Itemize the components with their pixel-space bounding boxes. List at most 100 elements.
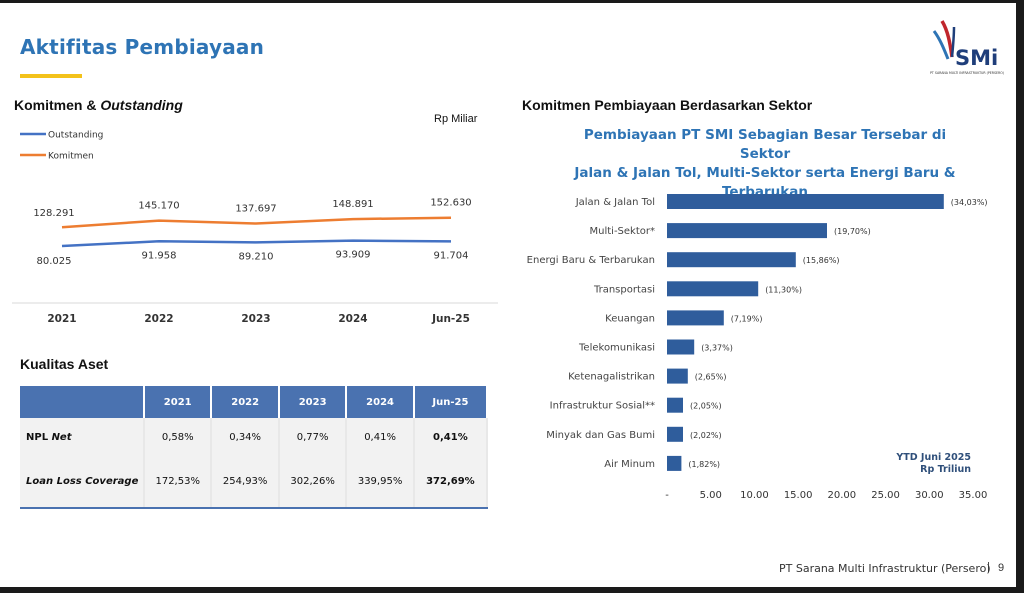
x-tick-3: 15.00 — [784, 490, 813, 501]
bar-data-label-4: (7,19%) — [731, 314, 763, 323]
footer-separator: | — [987, 561, 990, 573]
table-header-2021: 2021 — [144, 386, 213, 418]
bar-2 — [667, 252, 796, 268]
bar-data-label-7: (2,05%) — [690, 402, 722, 411]
x-tick-7: 35.00 — [959, 490, 988, 501]
row-label-npl: NPL Net — [20, 418, 145, 456]
bar-7 — [667, 397, 683, 413]
data-label-1-3: 148.891 — [332, 199, 373, 210]
table-header-jun25: Jun-25 — [413, 386, 489, 418]
ytd-note: YTD Juni 2025 Rp Triliun — [880, 452, 971, 476]
table-header-2023: 2023 — [278, 386, 348, 418]
table-cell: 254,93% — [211, 456, 280, 509]
legend-label-1: Komitmen — [48, 152, 94, 162]
table-cell: 372,69% — [413, 456, 489, 509]
logo-swoosh-blue — [932, 30, 950, 60]
bar-9 — [667, 455, 682, 471]
category-label-9: Air Minum — [604, 459, 655, 470]
x-tick-4: 20.00 — [828, 490, 857, 501]
legend-label-0: Outstanding — [48, 131, 103, 141]
table-cell: 0,41% — [413, 418, 489, 456]
bar-data-label-8: (2,02%) — [690, 431, 722, 440]
category-label-2: Energi Baru & Terbarukan — [527, 255, 655, 266]
x-tick-1: 5.00 — [700, 490, 722, 501]
unit-label: Rp Miliar — [434, 113, 478, 125]
ytd-note-line1: YTD Juni 2025 — [896, 452, 971, 463]
bar-0 — [667, 194, 944, 209]
category-label-0: Jalan & Jalan Tol — [575, 197, 655, 208]
bar-4 — [667, 310, 724, 326]
smi-logo: SMi PT SARANA MULTI INFRASTRUKTUR (PERSE… — [930, 20, 1004, 75]
ytd-note-line2: Rp Triliun — [920, 464, 971, 475]
asset-quality-table: 2021 2022 2023 2024 Jun-25 NPL Net 0,58%… — [20, 386, 489, 509]
subtitle-line-1: Pembiayaan PT SMI Sebagian Besar Terseba… — [583, 127, 947, 162]
line-chart: Outstanding Komitmen 80.025 91.958 89.210 93… — [12, 131, 498, 325]
table-cell: 172,53% — [144, 456, 213, 509]
data-label-0-3: 93.909 — [336, 250, 371, 261]
data-label-1-4: 152.630 — [430, 198, 471, 209]
category-label-5: Telekomunikasi — [578, 343, 655, 354]
bar-x-ticks: - 5.00 10.00 15.00 20.00 25.00 30.00 35.00 — [665, 490, 987, 501]
bar-3 — [667, 281, 759, 297]
table-cell: 0,34% — [211, 418, 280, 456]
category-label-4: Keuangan — [605, 313, 655, 324]
x-tick-label-2: 2023 — [241, 313, 270, 325]
sector-commitment-title: Komitmen Pembiayaan Berdasarkan Sektor — [522, 97, 813, 113]
table-row-npl: NPL Net 0,58% 0,34% 0,77% 0,41% 0,41% — [20, 418, 489, 456]
table-row-llc: Loan Loss Coverage 172,53% 254,93% 302,2… — [20, 456, 489, 509]
x-tick-5: 25.00 — [871, 490, 900, 501]
commitment-outstanding-title: Komitmen & Outstanding — [14, 97, 183, 113]
data-label-0-4: 91.704 — [434, 250, 469, 261]
data-label-1-2: 137.697 — [235, 203, 276, 214]
x-tick-label-0: 2021 — [47, 313, 76, 325]
table-cell: 0,41% — [346, 418, 415, 456]
bar-group — [667, 194, 944, 471]
series-line-0 — [61, 239, 452, 248]
table-cell: 0,58% — [144, 418, 213, 456]
logo-swoosh-navy — [950, 26, 956, 58]
x-tick-label-1: 2022 — [144, 313, 173, 325]
series-line-1 — [61, 216, 452, 229]
bar-5 — [667, 339, 695, 355]
table-header-2024: 2024 — [346, 386, 415, 418]
title-underline — [20, 74, 82, 78]
bar-data-label-2: (15,86%) — [803, 256, 840, 265]
bar-data-label-0: (34,03%) — [951, 198, 988, 207]
table-cell: 0,77% — [278, 418, 348, 456]
sector-bar-chart: Jalan & Jalan Tol Multi-Sektor* Energi Bar… — [527, 194, 988, 501]
table-cell: 302,26% — [278, 456, 348, 509]
category-label-7: Infrastruktur Sosial** — [550, 401, 655, 412]
data-label-1-1: 145.170 — [138, 201, 179, 212]
line-data-labels: 80.025 91.958 89.210 93.909 91.704 128.291 145… — [33, 198, 471, 267]
data-label-0-2: 89.210 — [239, 251, 274, 262]
line-x-ticks: 2021 2022 2023 2024 Jun-25 — [47, 313, 470, 325]
category-label-3: Transportasi — [593, 284, 655, 295]
bar-data-label-1: (19,70%) — [834, 227, 871, 236]
bar-data-label-5: (3,37%) — [701, 344, 733, 353]
subtitle-line-2: Jalan & Jalan Tol, Multi-Sektor serta En… — [574, 165, 956, 181]
x-tick-label-3: 2024 — [338, 313, 367, 325]
bar-8 — [667, 426, 683, 442]
row-label-llc: Loan Loss Coverage — [20, 456, 145, 509]
title-plain: Komitmen & — [14, 97, 101, 113]
footer-company: PT Sarana Multi Infrastruktur (Persero) — [779, 562, 991, 575]
title-italic: Outstanding — [100, 97, 183, 113]
category-label-8: Minyak dan Gas Bumi — [546, 430, 655, 441]
data-label-0-1: 91.958 — [142, 250, 177, 261]
bar-data-labels: (34,03%) (19,70%) (15,86%) (11,30%) (7,19%) (… — [688, 198, 987, 469]
x-tick-label-4: Jun-25 — [431, 313, 470, 325]
x-tick-0: - — [665, 490, 669, 501]
asset-quality-title: Kualitas Aset — [20, 356, 109, 372]
bar-1 — [667, 223, 827, 239]
line-legend: Outstanding Komitmen — [20, 131, 103, 162]
data-label-1-0: 128.291 — [33, 208, 74, 219]
table-header-2022: 2022 — [211, 386, 280, 418]
x-tick-2: 10.00 — [740, 490, 769, 501]
line-series — [61, 216, 452, 248]
bar-data-label-6: (2,65%) — [695, 373, 727, 382]
bar-data-label-9: (1,82%) — [688, 460, 720, 469]
category-label-6: Ketenagalistrikan — [568, 372, 655, 383]
table-header-blank — [20, 386, 145, 418]
page-number: 9 — [998, 562, 1005, 574]
bar-6 — [667, 368, 688, 384]
